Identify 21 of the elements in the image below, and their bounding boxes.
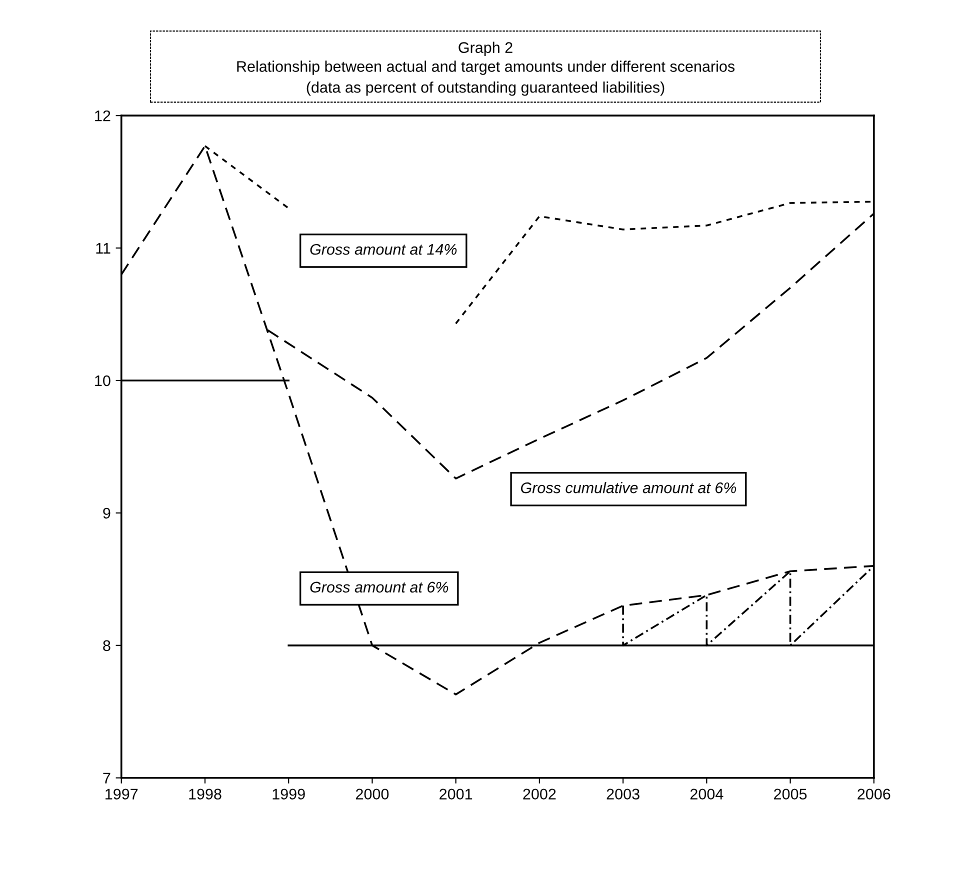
x-tick-label: 2004 [690,788,724,800]
y-tick-label: 7 [103,772,110,784]
x-tick-label: 2006 [858,788,890,800]
y-tick-label: 9 [103,508,110,519]
y-tick-label: 11 [96,243,110,254]
x-tick-label: 1997 [106,788,138,800]
chart-title: Graph 2 [458,42,512,56]
text: Gross amount at 14% [310,244,457,255]
y-tick-label: 8 [103,640,110,652]
chart-subtitle: Relationship between actual and target amounts under different scenarios (data as percent of outstanding guaranteed liabilities) [237,60,735,96]
x-tick-label: 1999 [272,788,305,800]
x-tick-label: 2002 [523,788,556,800]
x-tick-label: 2005 [774,788,807,800]
x-tick-label: 2003 [606,788,640,800]
y-tick-label: 12 [95,110,110,122]
y-tick-label: 10 [95,375,110,386]
x-tick-label: 2001 [440,788,472,800]
series-label: Gross amount at 6% [310,582,448,593]
text: Gross cumulative amount at 6% [520,482,736,494]
x-tick-label: 1998 [189,788,222,800]
x-tick-label: 2000 [356,788,389,800]
